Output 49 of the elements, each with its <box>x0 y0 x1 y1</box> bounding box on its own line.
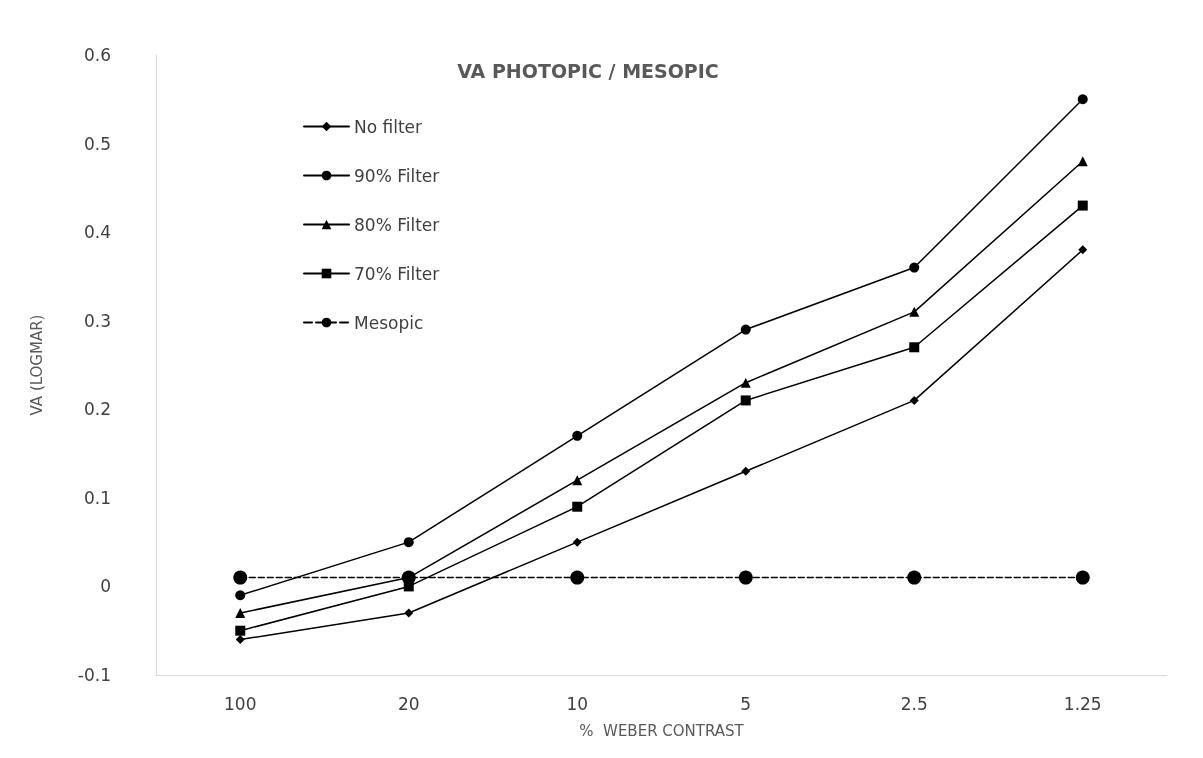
x-tick-label: 10 <box>566 693 589 714</box>
x-axis-title: % WEBER CONTRAST <box>579 721 745 740</box>
y-tick-label: 0.2 <box>83 399 111 420</box>
point <box>1077 200 1088 211</box>
point <box>740 324 751 335</box>
legend-label: 80% Filter <box>354 214 440 235</box>
point <box>907 570 922 585</box>
legend-label: 90% Filter <box>354 165 440 186</box>
point <box>233 570 248 585</box>
y-tick-label: 0.6 <box>83 45 111 65</box>
point <box>909 262 920 273</box>
y-tick-label: 0.3 <box>83 310 111 331</box>
x-tick-label: 5 <box>740 693 752 714</box>
point <box>909 306 920 317</box>
y-tick-label: 0.5 <box>83 133 111 154</box>
point <box>572 475 583 486</box>
point <box>404 608 414 618</box>
point <box>572 537 582 547</box>
point <box>235 608 246 618</box>
point <box>740 377 751 388</box>
point <box>572 430 583 441</box>
legend-label: 70% Filter <box>354 263 440 284</box>
y-tick-label: 0.1 <box>83 487 111 508</box>
point <box>1075 570 1090 585</box>
y-tick-label: -0.1 <box>77 665 111 685</box>
point <box>1077 156 1088 167</box>
point <box>738 570 753 585</box>
point <box>741 466 751 476</box>
point <box>235 635 245 645</box>
chart-title: VA PHOTOPIC / MESOPIC <box>457 59 719 82</box>
point <box>909 395 919 405</box>
y-tick-label: 0 <box>100 576 111 597</box>
point <box>235 590 246 601</box>
point <box>1077 94 1088 105</box>
x-tick-label: 1.25 <box>1063 693 1102 714</box>
point <box>740 395 751 406</box>
legend-label: No filter <box>354 116 423 137</box>
x-tick-label: 20 <box>397 693 420 714</box>
point <box>570 570 585 585</box>
x-tick-label: 100 <box>224 693 257 714</box>
point <box>572 501 583 512</box>
y-axis-title: VA (LOGMAR) <box>27 314 46 416</box>
point <box>235 625 246 636</box>
point <box>403 537 414 548</box>
y-tick-label: 0.4 <box>83 222 111 243</box>
point <box>909 342 920 353</box>
point <box>1078 245 1088 255</box>
legend-label: Mesopic <box>354 312 424 333</box>
x-tick-label: 2.5 <box>900 693 928 714</box>
